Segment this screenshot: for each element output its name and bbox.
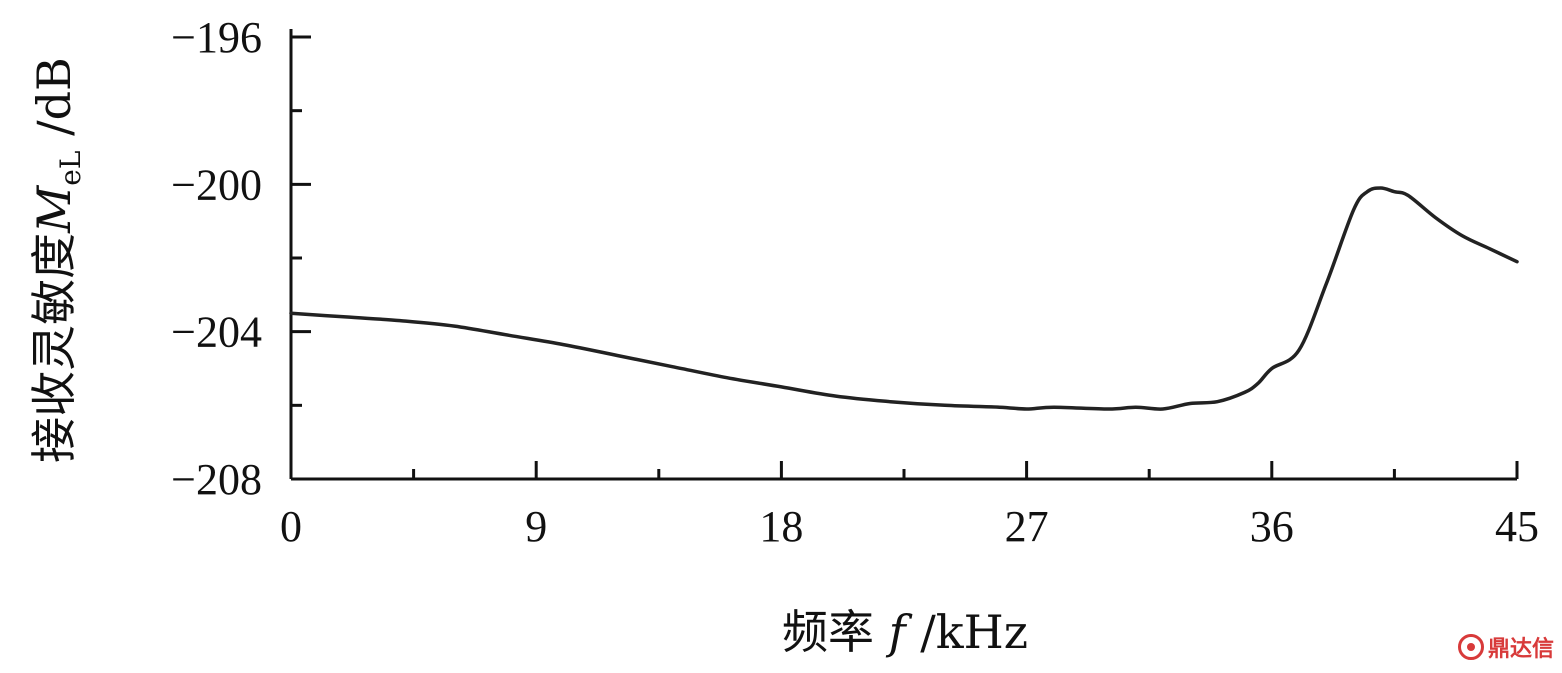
- x-tick-label: 9: [525, 502, 547, 551]
- y-axis-title-unit: /dB: [27, 57, 81, 150]
- plot-lines: [289, 186, 1519, 411]
- y-axis-title-text: 接收灵敏度: [27, 233, 81, 463]
- axes: [289, 29, 1517, 481]
- minor-ticks: [291, 109, 1396, 479]
- y-axis-title: 接收灵敏度MeL /dB: [27, 57, 87, 463]
- x-axis-title: 频率 f /kHz: [782, 605, 1028, 659]
- x-axis-title-text: 频率: [782, 605, 889, 659]
- y-tick-label: −196: [171, 13, 262, 62]
- y-axis-title-symbol: M: [27, 184, 81, 234]
- x-axis-title-unit: /kHz: [906, 605, 1028, 659]
- brand-logo-icon: [1457, 634, 1484, 660]
- series-line: [289, 186, 1519, 411]
- watermark: 鼎达信: [1457, 631, 1554, 663]
- watermark-text: 鼎达信: [1487, 637, 1554, 662]
- x-tick-label: 27: [1005, 502, 1049, 551]
- x-tick-label: 36: [1250, 502, 1294, 551]
- y-tick-label: −204: [171, 308, 262, 357]
- y-tick-label: −208: [171, 455, 262, 504]
- y-axis-title-subscript: eL: [54, 151, 87, 186]
- tick-labels: 0 9 18 27 36 45 −208 −204 −200 −196: [171, 13, 1539, 551]
- y-tick-label: −200: [171, 160, 262, 209]
- x-tick-label: 45: [1495, 502, 1539, 551]
- x-tick-label: 18: [759, 502, 803, 551]
- x-tick-label: 0: [280, 502, 302, 551]
- major-ticks: [291, 35, 1519, 479]
